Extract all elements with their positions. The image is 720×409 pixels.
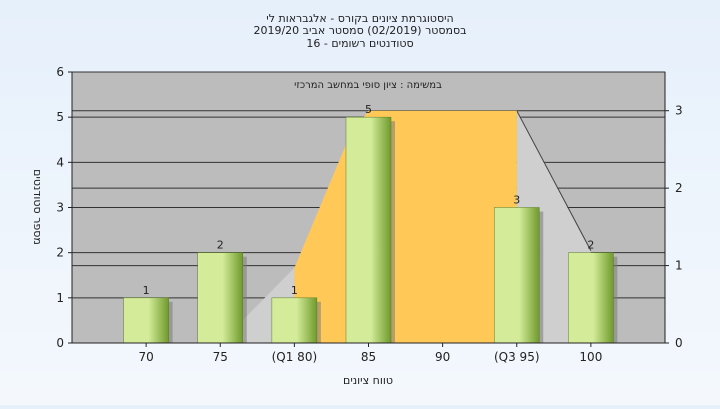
chart-title-line-1: היסטוגרמת ציונים בקורס - אלגבראות לי <box>266 12 453 25</box>
y-tick-label: 3 <box>56 201 64 215</box>
chart-title-line-2: בסמסטר (02/2019) סמסטר אביב 2019/20 <box>253 24 466 37</box>
bar <box>568 252 614 344</box>
x-tick-label: 85 <box>361 350 376 364</box>
y-tick-label: 4 <box>56 155 64 169</box>
y-tick-label: 5 <box>56 110 64 124</box>
bar <box>345 116 392 344</box>
bar-value-label: 5 <box>365 103 372 116</box>
bar-value-label: 1 <box>291 284 298 297</box>
x-tick-label: (Q3 95) <box>494 350 540 364</box>
y-tick-label: 1 <box>56 291 64 305</box>
y2-tick-label: 2 <box>675 181 683 195</box>
bar-value-label: 2 <box>587 239 594 252</box>
y-tick-label: 0 <box>56 336 64 350</box>
y2-tick-label: 0 <box>675 336 683 350</box>
x-tick-label: (Q1 80) <box>272 350 318 364</box>
bars: 1 2 1 5 3 2 <box>123 103 618 344</box>
bar-value-label: 1 <box>143 284 150 297</box>
chart-title-line-3: סטודנטים רשומים - 16 <box>306 37 413 50</box>
x-axis-title: טווח ציונים <box>343 374 393 387</box>
y2-tick-label: 3 <box>675 104 683 118</box>
bar-value-label: 3 <box>513 194 520 207</box>
overlay-label: במשימה : ציון סופי במחשב המרכזי <box>294 80 442 91</box>
x-tick-label: 100 <box>579 350 602 364</box>
upper-whisker-line <box>516 110 592 251</box>
axes: 0 1 2 3 4 5 6 0 1 2 3 70 75 (Q1 80) 85 90 (Q3 95) 100 <box>56 65 682 364</box>
y-axis-title: מספר סטודנטים <box>31 169 44 245</box>
x-tick-label: 70 <box>138 350 153 364</box>
bar <box>271 297 318 344</box>
y2-tick-label: 1 <box>675 259 683 273</box>
y-tick-label: 6 <box>56 65 64 79</box>
bar <box>197 252 243 344</box>
bar-value-label: 2 <box>217 239 224 252</box>
bar <box>123 297 169 344</box>
x-tick-label: 75 <box>213 350 228 364</box>
x-tick-label: 90 <box>435 350 450 364</box>
y-tick-label: 2 <box>56 246 64 260</box>
bar <box>494 207 540 344</box>
